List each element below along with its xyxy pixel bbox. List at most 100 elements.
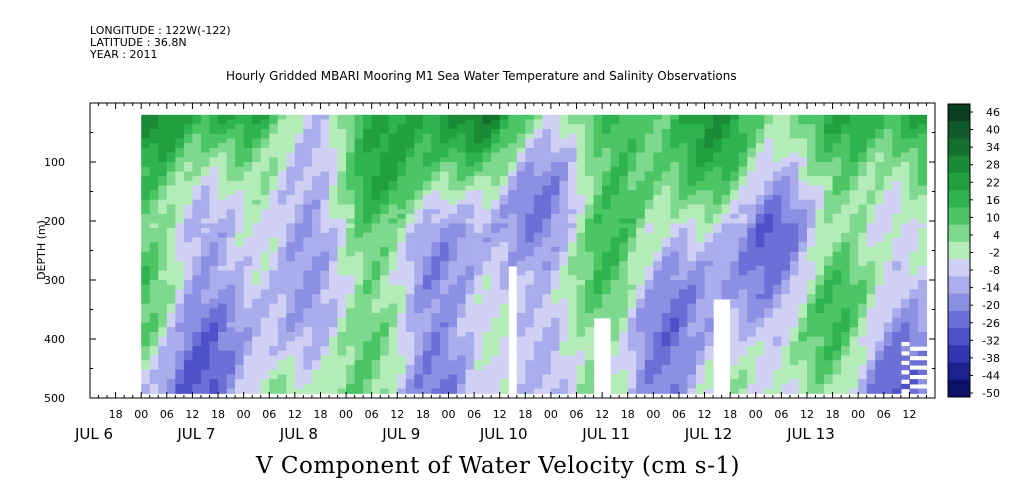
heatmap-cell <box>226 138 236 144</box>
heatmap-cell <box>354 256 364 262</box>
heatmap-cell <box>593 128 603 135</box>
heatmap-cell <box>738 237 748 243</box>
heatmap-cell <box>277 336 287 342</box>
heatmap-cell <box>593 204 603 210</box>
heatmap-cell <box>567 213 578 220</box>
heatmap-cell <box>260 350 270 357</box>
heatmap-cell <box>457 355 467 361</box>
heatmap-cell <box>141 119 151 125</box>
heatmap-cell <box>491 157 501 163</box>
heatmap-cell <box>550 251 561 257</box>
heatmap-cell <box>644 228 654 234</box>
heatmap-cell <box>798 303 808 309</box>
heatmap-cell <box>653 199 663 206</box>
heatmap-cell <box>482 195 492 201</box>
heatmap-cell <box>397 350 407 357</box>
heatmap-cell <box>141 275 151 281</box>
heatmap-cell <box>627 213 637 220</box>
heatmap-cell <box>781 331 791 338</box>
heatmap-cell <box>260 331 270 338</box>
heatmap-cell <box>328 265 339 272</box>
heatmap-cell <box>405 190 415 196</box>
heatmap-cell <box>286 166 296 173</box>
heatmap-cell <box>866 143 876 149</box>
heatmap-cell <box>226 369 236 375</box>
heatmap-cell <box>627 379 637 385</box>
heatmap-cell <box>576 369 586 375</box>
heatmap-cell <box>533 265 543 272</box>
heatmap-cell <box>141 265 151 272</box>
heatmap-cell <box>738 261 748 267</box>
heatmap-cell <box>824 364 834 371</box>
heatmap-cell <box>448 308 458 314</box>
heatmap-cell <box>533 213 543 220</box>
heatmap-cell <box>858 308 868 314</box>
heatmap-cell <box>465 213 475 220</box>
heatmap-cell <box>243 218 253 224</box>
heatmap-cell <box>567 138 578 144</box>
heatmap-cell <box>439 185 450 191</box>
heatmap-cell <box>311 275 322 281</box>
heatmap-cell <box>175 204 185 210</box>
heatmap-cell <box>457 280 467 286</box>
heatmap-cell <box>235 313 245 319</box>
heatmap-cell <box>713 185 723 191</box>
heatmap-cell <box>192 284 202 291</box>
heatmap-cell <box>405 228 415 234</box>
heatmap-cell <box>670 350 680 357</box>
heatmap-cell <box>755 128 765 135</box>
heatmap-cell <box>798 246 808 253</box>
heatmap-cell <box>619 341 629 347</box>
heatmap-cell <box>141 303 151 309</box>
heatmap-cell <box>559 204 569 210</box>
heatmap-cell <box>397 228 407 234</box>
heatmap-cell <box>525 232 535 239</box>
heatmap-cell <box>610 166 620 173</box>
heatmap-cell <box>260 228 270 234</box>
heatmap-cell <box>328 147 339 154</box>
heatmap-cell <box>235 152 245 158</box>
heatmap-cell <box>346 336 356 342</box>
heatmap-cell <box>380 275 390 281</box>
heatmap-cell <box>610 364 620 371</box>
heatmap-cell <box>218 147 228 154</box>
heatmap-cell <box>533 143 543 149</box>
heatmap-cell <box>619 379 629 385</box>
heatmap-cell <box>465 185 475 191</box>
heatmap-cell <box>311 119 322 125</box>
heatmap-cell <box>764 152 774 158</box>
heatmap-cell <box>849 289 859 295</box>
heatmap-cell <box>482 303 492 309</box>
heatmap-cell <box>166 171 176 177</box>
heatmap-cell <box>269 143 279 149</box>
heatmap-cell <box>235 251 245 257</box>
heatmap-cell <box>542 199 552 206</box>
heatmap-cell <box>653 232 663 239</box>
heatmap-cell <box>226 294 236 300</box>
heatmap-cell <box>235 289 245 295</box>
heatmap-cell <box>235 171 245 177</box>
heatmap-cell <box>192 251 202 257</box>
heatmap-cell <box>457 114 467 121</box>
heatmap-cell <box>806 119 817 125</box>
heatmap-cell <box>687 138 697 144</box>
heatmap-cell <box>397 195 407 201</box>
heatmap-cell <box>653 379 663 385</box>
heatmap-cell <box>158 341 168 347</box>
heatmap-cell <box>499 374 509 380</box>
heatmap-cell <box>252 346 262 352</box>
heatmap-cell <box>192 364 202 371</box>
heatmap-cell <box>422 270 433 276</box>
heatmap-cell <box>550 270 561 276</box>
heatmap-cell <box>414 213 424 220</box>
heatmap-cell <box>576 209 586 215</box>
heatmap-cell <box>841 166 851 173</box>
heatmap-cell <box>849 143 859 149</box>
heatmap-cell <box>798 218 808 224</box>
heatmap-cell <box>627 195 637 201</box>
heatmap-cell <box>243 383 253 390</box>
heatmap-cell <box>192 176 202 182</box>
heatmap-cell <box>346 128 356 135</box>
heatmap-cell <box>405 119 415 125</box>
heatmap-cell <box>824 341 834 347</box>
